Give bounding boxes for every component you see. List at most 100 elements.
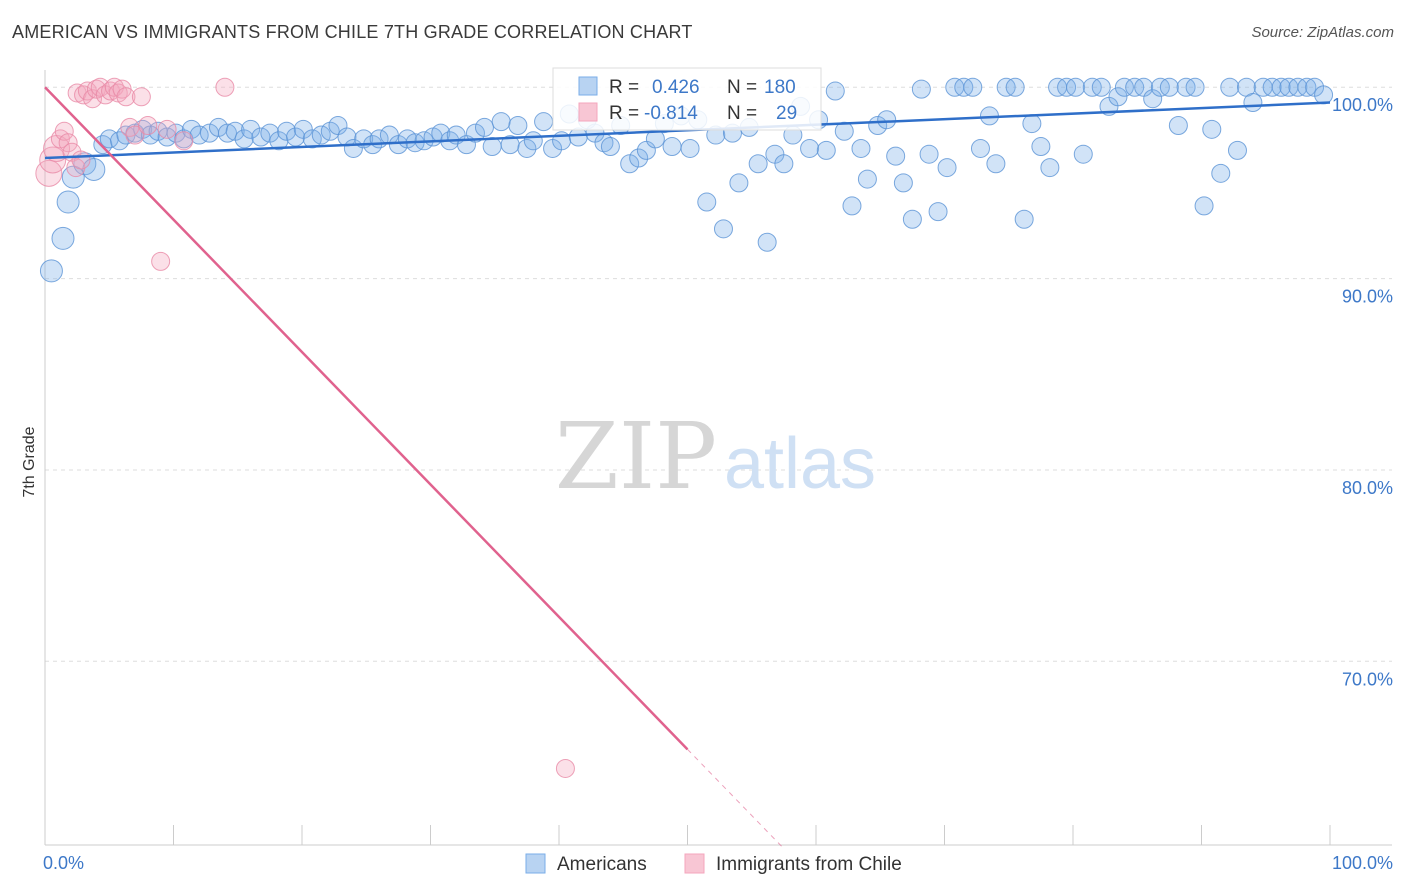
chile-point-1 [39, 146, 67, 174]
americans-point-55 [508, 115, 528, 135]
americans-point-104 [928, 202, 948, 222]
americans-point-95 [851, 138, 871, 158]
chile-point-26 [174, 131, 194, 151]
chile-point-23 [131, 87, 151, 107]
americans-point-81 [729, 173, 749, 193]
americans-point-141 [1243, 93, 1263, 113]
americans-point-56 [517, 138, 537, 158]
legend-n-value-pink: 29 [776, 103, 797, 124]
americans-point-68 [620, 154, 640, 174]
americans-point-109 [970, 138, 990, 158]
americans-point-117 [1040, 158, 1060, 178]
americans-point-0 [39, 259, 63, 283]
legend-r-label: R = [609, 77, 639, 98]
americans-point-105 [937, 158, 957, 178]
americans-point-57 [523, 131, 543, 151]
americans-point-53 [491, 112, 511, 132]
americans-point-33 [320, 121, 340, 141]
americans-point-115 [1022, 114, 1042, 134]
legend-swatch-blue [578, 76, 598, 96]
americans-point-73 [662, 137, 682, 157]
americans-point-93 [834, 121, 854, 141]
chile-point-9 [71, 150, 91, 170]
americans-point-91 [816, 140, 836, 160]
americans-point-134 [1185, 77, 1205, 97]
chile-point-5 [58, 133, 78, 153]
series-swatch-chile [684, 853, 705, 874]
americans-point-144 [1271, 77, 1291, 97]
americans-point-135 [1194, 196, 1214, 216]
series-label-americans: Americans [557, 854, 647, 875]
americans-point-51 [474, 117, 494, 137]
chile-point-29 [555, 758, 575, 778]
chile-trend-line [44, 86, 689, 751]
americans-point-101 [902, 209, 922, 229]
chile-point-28 [215, 77, 235, 97]
americans-point-136 [1202, 119, 1222, 139]
americans-point-103 [919, 144, 939, 164]
y-tick-label-2: 80.0% [1342, 478, 1393, 498]
series-label-chile: Immigrants from Chile [716, 854, 902, 875]
grid-lines [45, 86, 1392, 662]
series-swatch-americans [525, 853, 546, 874]
americans-point-21 [217, 123, 237, 143]
americans-point-92 [825, 81, 845, 101]
americans-point-138 [1220, 77, 1240, 97]
chile-point-22 [125, 125, 145, 145]
y-axis-label: 7th Grade [21, 426, 38, 497]
americans-point-113 [1005, 77, 1025, 97]
americans-point-98 [877, 110, 897, 130]
americans-point-69 [629, 148, 649, 168]
legend-r-value-pink: -0.814 [644, 103, 698, 124]
americans-point-96 [857, 169, 877, 189]
chile-point-24 [138, 115, 158, 135]
americans-point-149 [1314, 85, 1334, 105]
watermark: ZIP atlas [555, 403, 876, 510]
chile-points [35, 77, 575, 778]
stats-legend: R = 0.426 N = 180 R = -0.814 N = 29 [552, 67, 822, 131]
americans-point-23 [234, 129, 254, 149]
americans-point-129 [1143, 89, 1163, 109]
americans-point-125 [1108, 87, 1128, 107]
axes [44, 70, 1392, 846]
americans-point-50 [465, 123, 485, 143]
americans-point-86 [774, 154, 794, 174]
series-legend: Americans Immigrants from Chile [525, 853, 902, 875]
legend-box [552, 67, 822, 131]
americans-point-41 [388, 135, 408, 155]
chile-point-12 [83, 89, 103, 109]
source-label: Source: ZipAtlas.com [1251, 24, 1394, 41]
chile-trend-extension [687, 748, 785, 849]
americans-point-102 [911, 79, 931, 99]
chile-point-27 [151, 251, 171, 271]
americans-point-28 [277, 121, 297, 141]
americans-point-66 [600, 137, 620, 157]
americans-point-75 [680, 138, 700, 158]
americans-point-79 [713, 219, 733, 239]
americans-point-139 [1227, 140, 1247, 160]
americans-point-137 [1211, 163, 1231, 183]
americans-point-131 [1159, 77, 1179, 97]
americans-point-24 [241, 119, 261, 139]
legend-n-label-2: N = [727, 103, 757, 124]
americans-point-84 [757, 232, 777, 252]
tick-labels: 100.0% 90.0% 80.0% 70.0% 0.0% 100.0% [43, 95, 1393, 873]
americans-point-114 [1014, 209, 1034, 229]
americans-point-77 [697, 192, 717, 212]
y-tick-label-0: 100.0% [1332, 95, 1393, 115]
americans-point-123 [1091, 77, 1111, 97]
chile-point-25 [157, 119, 177, 139]
americans-point-94 [842, 196, 862, 216]
americans-point-83 [748, 154, 768, 174]
americans-point-2 [56, 190, 80, 214]
legend-r-value-blue: 0.426 [652, 77, 700, 98]
x-tick-label-1: 100.0% [1332, 853, 1393, 873]
chile-point-20 [116, 87, 136, 107]
x-tick-label-0: 0.0% [43, 853, 84, 873]
americans-point-132 [1168, 115, 1188, 135]
americans-point-58 [534, 112, 554, 132]
americans-point-62 [568, 127, 588, 147]
americans-point-17 [181, 119, 201, 139]
americans-point-126 [1114, 77, 1134, 97]
